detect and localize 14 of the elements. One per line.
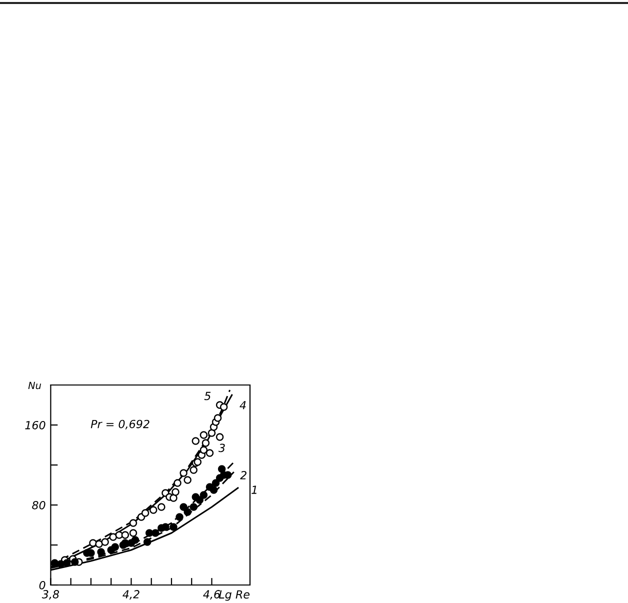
x-tick-label: 4,6	[203, 590, 220, 600]
y-tick-label: 160	[25, 420, 46, 430]
y-axis-title: Nu	[28, 382, 42, 390]
series-label: 3	[218, 444, 225, 452]
series-label: 1	[252, 486, 256, 494]
y-tick-label: 80	[32, 500, 46, 510]
series-label: 5	[204, 392, 211, 400]
x-tick-label: 4,2	[122, 590, 140, 600]
series-label: 2	[240, 470, 246, 480]
series-label: 4	[240, 401, 246, 410]
y-tick-label: 0	[39, 580, 46, 590]
x-axis-title: Lg Re	[218, 590, 250, 601]
x-tick-label: 3,8	[42, 590, 60, 600]
annotation: Pr = 0,692	[90, 420, 150, 430]
